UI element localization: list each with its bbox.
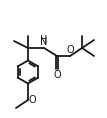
Text: O: O [66, 45, 74, 55]
Text: H: H [40, 35, 47, 45]
Text: O: O [28, 95, 36, 105]
Text: O: O [53, 70, 61, 80]
Text: N: N [40, 37, 47, 47]
